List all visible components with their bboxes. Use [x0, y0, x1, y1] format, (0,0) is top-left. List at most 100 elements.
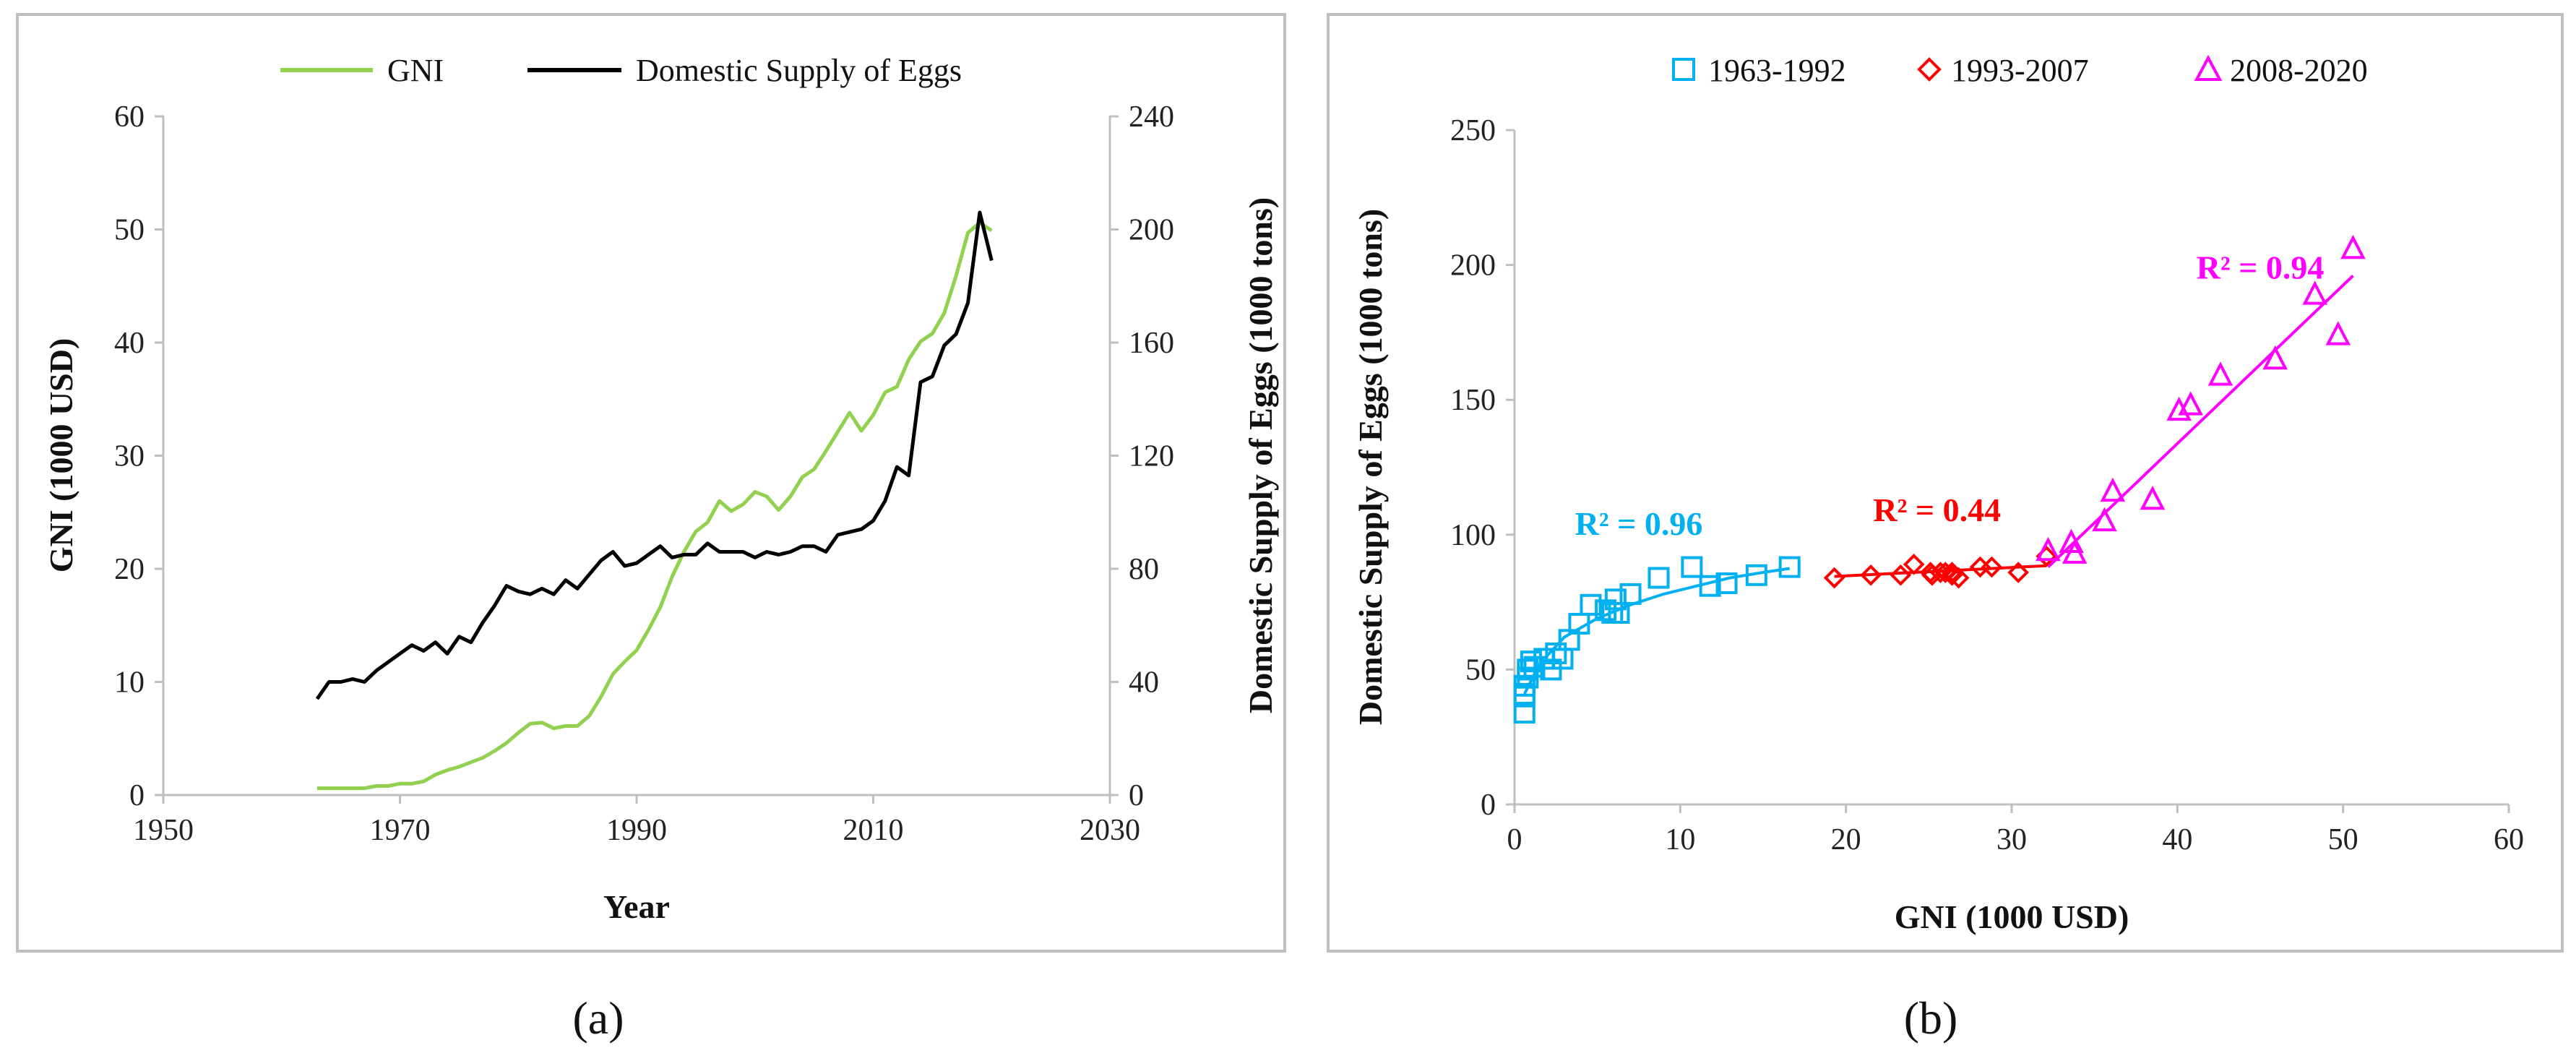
- panel-a-y-left-tick-label: 40: [114, 327, 145, 360]
- panel-a-x-axis-title: Year: [603, 888, 670, 925]
- point-1963-1992: [1545, 643, 1567, 665]
- point-1963-1992: [1681, 556, 1703, 578]
- point-2008-2020: [2178, 391, 2203, 416]
- r2-label-2008-2020: R² = 0.94: [2197, 249, 2325, 285]
- point-1993-2007: [1947, 567, 1970, 589]
- trendline-1993-2007: [1834, 564, 2047, 578]
- point-2008-2020: [2325, 321, 2351, 345]
- panel-a-y-left-tick-label: 10: [114, 666, 145, 700]
- panel-a-y-right-tick-label: 200: [1129, 214, 1174, 247]
- panel-b-x-tick-label: 30: [1996, 823, 2027, 856]
- panel-a-x-tick-label: 1970: [370, 814, 431, 847]
- point-1993-2007: [1934, 562, 1957, 583]
- point-2008-2020: [2340, 234, 2366, 259]
- point-2008-2020: [2059, 528, 2084, 553]
- panel-a-y-axis-title-right: Domestic Supply of Eggs (1000 tons): [1242, 197, 1279, 713]
- panel-b-x-tick-label: 0: [1507, 823, 1522, 856]
- point-2008-2020: [2262, 345, 2288, 370]
- panel-b-y-tick-label: 150: [1450, 384, 1496, 417]
- legend-2008-2020-label: 2008-2020: [2230, 53, 2368, 88]
- panel-a-legend: GNI Domestic Supply of Eggs: [280, 53, 962, 88]
- point-2008-2020: [2302, 280, 2327, 305]
- point-2008-2020: [2140, 485, 2166, 510]
- panel-a-y-left-tick-label: 60: [114, 100, 145, 134]
- legend-1993-2007-marker: [1917, 57, 1942, 82]
- point-1963-1992: [1745, 564, 1767, 586]
- panel-b-x-ticks: 0 10 20 30 40 50 60: [1507, 804, 2524, 856]
- panel-b-r2-annotations: R² = 0.96 R² = 0.44 R² = 0.94: [1575, 249, 2325, 542]
- panel-a-y-left-tick-label: 20: [114, 553, 145, 586]
- panel-b-x-tick-label: 10: [1665, 823, 1695, 856]
- panel-b-label: (b): [1904, 992, 1958, 1044]
- legend-1963-1992-marker: [1672, 58, 1695, 81]
- point-1963-1992: [1647, 567, 1670, 589]
- panel-a-x-tick-label: 2010: [843, 814, 904, 847]
- point-1993-2007: [1903, 554, 1925, 575]
- point-1963-1992: [1604, 588, 1627, 611]
- panel-b-x-tick-label: 50: [2328, 823, 2359, 856]
- legend-1993-2007-label: 1993-2007: [1951, 53, 2089, 88]
- point-2008-2020: [2092, 507, 2117, 532]
- panel-a-x-ticks: 1950 1970 1990 2010 2030: [133, 795, 1140, 847]
- panel-b-y-tick-label: 200: [1450, 249, 1496, 283]
- r2-label-1963-1992: R² = 0.96: [1575, 505, 1703, 542]
- legend-2008-2020-marker: [2194, 54, 2223, 81]
- point-1993-2007: [1890, 564, 1912, 586]
- panel-b-x-axis-title: GNI (1000 USD): [1895, 898, 2129, 935]
- panel-a-y-right-tick-label: 120: [1129, 440, 1174, 473]
- r2-label-1993-2007: R² = 0.44: [1873, 491, 2001, 528]
- panel-b-scatter-chart: 1963-1992 1993-2007 2008-2020 0 10 20 30 40 5…: [1327, 13, 2564, 953]
- point-1993-2007: [1823, 567, 1845, 589]
- panel-b-x-tick-label: 20: [1831, 823, 1861, 856]
- legend-eggs-label: Domestic Supply of Eggs: [636, 53, 962, 88]
- eggs-series-line: [315, 210, 994, 700]
- point-1993-2007: [1921, 564, 1943, 586]
- panel-a-label: (a): [572, 992, 624, 1044]
- panel-a-y-right-tick-label: 160: [1129, 327, 1174, 360]
- panel-a-y-left-tick-label: 0: [129, 779, 145, 812]
- panel-a-y-right-tick-label: 240: [1129, 100, 1174, 134]
- panel-a-y-left-tick-label: 30: [114, 440, 145, 473]
- point-1963-1992: [1619, 583, 1642, 605]
- panel-b-points: [1513, 234, 2366, 724]
- panel-b-x-tick-label: 40: [2162, 823, 2192, 856]
- panel-a-y-ticks-right: 0 40 80 120 160 200 240: [1110, 100, 1174, 812]
- panel-b-y-ticks: 0 50 100 150 200 250: [1450, 114, 1515, 822]
- point-1963-1992: [1699, 575, 1721, 597]
- point-1993-2007: [2007, 562, 2029, 583]
- panel-b-y-tick-label: 50: [1465, 653, 1496, 687]
- panel-a-line-chart: GNI Domestic Supply of Eggs 1950 1970 1990…: [16, 13, 1286, 953]
- panel-b-legend: 1963-1992 1993-2007 2008-2020: [1672, 53, 2368, 88]
- legend-1963-1992-label: 1963-1992: [1708, 53, 1846, 88]
- panel-b-frame: [1327, 13, 2564, 953]
- point-1963-1992: [1568, 612, 1590, 635]
- point-1963-1992: [1601, 602, 1624, 624]
- point-2008-2020: [2100, 477, 2126, 502]
- point-1963-1992: [1778, 556, 1801, 578]
- point-1993-2007: [1860, 564, 1882, 586]
- panel-a-y-ticks-left: 0 10 20 30 40 50 60: [114, 100, 163, 812]
- panel-a-x-tick-label: 2030: [1080, 814, 1140, 847]
- point-2008-2020: [2207, 361, 2233, 386]
- panel-a-y-right-tick-label: 80: [1129, 553, 1159, 586]
- panel-b-y-tick-label: 0: [1481, 789, 1496, 822]
- panel-b-y-tick-label: 250: [1450, 114, 1496, 147]
- point-2008-2020: [2036, 536, 2061, 562]
- point-1963-1992: [1715, 572, 1738, 594]
- point-1963-1992: [1580, 593, 1602, 616]
- panel-a-y-left-tick-label: 50: [114, 214, 145, 247]
- gni-series-line: [316, 220, 993, 791]
- point-1993-2007: [1941, 564, 1963, 586]
- panel-b-x-tick-label: 60: [2494, 823, 2524, 856]
- panel-b-y-axis-title: Domestic Supply of Eggs (1000 tons): [1352, 209, 1389, 725]
- panel-a-y-right-tick-label: 0: [1129, 779, 1144, 812]
- panel-b-y-tick-label: 100: [1450, 519, 1496, 552]
- panel-a-y-axis-title-left: GNI (1000 USD): [43, 338, 79, 573]
- panel-a-x-tick-label: 1990: [606, 814, 667, 847]
- panel-a-frame: [16, 13, 1286, 953]
- legend-gni-label: GNI: [387, 53, 444, 88]
- panel-a-x-tick-label: 1950: [133, 814, 194, 847]
- panel-a-y-right-tick-label: 40: [1129, 666, 1159, 700]
- point-1993-2007: [1981, 556, 2003, 578]
